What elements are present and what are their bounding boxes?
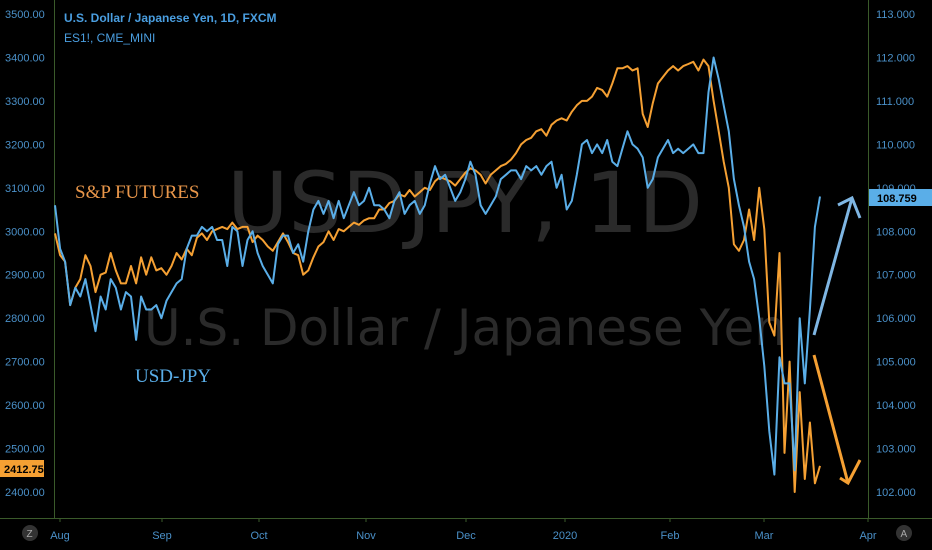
x-tick-label-6: Feb <box>661 530 680 542</box>
right-tick-label-9: 104.000 <box>876 400 916 412</box>
z-icon: Z <box>27 529 33 540</box>
watermark-symbol: USDJPY, 1D <box>227 154 703 252</box>
x-tick-label-5: 2020 <box>553 530 577 542</box>
left-tick-label-2: 3300.00 <box>5 96 45 108</box>
watermark-name: U.S. Dollar / Japanese Yen <box>144 299 786 357</box>
left-tick-label-10: 2500.00 <box>5 444 45 456</box>
right-tick-label-11: 102.000 <box>876 487 916 499</box>
x-tick-label-3: Nov <box>356 530 376 542</box>
left-tick-label-9: 2600.00 <box>5 400 45 412</box>
series-line-usd-jpy[interactable] <box>54 56 821 476</box>
sp-futures-annotation: S&P FUTURES <box>75 182 199 203</box>
series-layer <box>54 56 821 493</box>
right-tick-label-2: 111.000 <box>876 96 914 108</box>
x-tick-label-7: Mar <box>755 530 774 542</box>
left-tick-label-8: 2700.00 <box>5 357 45 369</box>
sp-last-value-badge: 2412.75 <box>0 460 44 477</box>
right-tick-label-5: 108.000 <box>876 226 916 238</box>
series-line-sp-futures[interactable] <box>54 58 821 493</box>
right-tick-label-0: 113.000 <box>876 9 915 21</box>
auto-scale-button[interactable]: A <box>896 525 912 541</box>
compare-symbol-label[interactable]: ES1!, CME_MINI <box>64 31 155 45</box>
down-trend-arrow <box>812 354 862 486</box>
right-axis-ticks[interactable]: 113.000112.000111.000110.000109.000108.0… <box>876 9 916 499</box>
x-tick-label-4: Dec <box>456 530 476 542</box>
left-tick-label-11: 2400.00 <box>5 487 45 499</box>
right-tick-label-7: 106.000 <box>876 313 916 325</box>
sp-last-value: 2412.75 <box>4 464 44 476</box>
left-zoom-button[interactable]: Z <box>22 525 38 541</box>
x-tick-label-8: Apr <box>859 530 876 542</box>
usd-last-value-badge: 108.759 <box>869 189 932 206</box>
left-tick-label-0: 3500.00 <box>5 9 45 21</box>
x-tick-label-1: Sep <box>152 530 172 542</box>
right-tick-label-3: 110.000 <box>876 139 915 151</box>
up-trend-arrow <box>812 195 862 336</box>
left-tick-label-7: 2800.00 <box>5 313 45 325</box>
time-axis-ticks[interactable]: Aug Sep Oct Nov Dec 2020 Feb Mar Apr <box>50 518 877 542</box>
symbol-title[interactable]: U.S. Dollar / Japanese Yen, 1D, FXCM <box>64 11 277 25</box>
usd-last-value: 108.759 <box>877 193 917 205</box>
x-tick-label-2: Oct <box>250 530 267 542</box>
left-tick-label-6: 2900.00 <box>5 270 45 282</box>
right-tick-label-1: 112.000 <box>876 52 915 64</box>
left-tick-label-4: 3100.00 <box>5 183 45 195</box>
right-tick-label-10: 103.000 <box>876 444 916 456</box>
x-tick-label-0: Aug <box>50 530 70 542</box>
left-axis-ticks[interactable]: 3500.00 3400.00 3300.00 3200.00 3100.00 3000.… <box>5 9 45 499</box>
left-tick-label-5: 3000.00 <box>5 226 45 238</box>
right-tick-label-6: 107.000 <box>876 270 916 282</box>
left-tick-label-3: 3200.00 <box>5 139 45 151</box>
left-tick-label-1: 3400.00 <box>5 52 45 64</box>
usd-jpy-annotation: USD-JPY <box>135 366 211 387</box>
right-tick-label-8: 105.000 <box>876 357 916 369</box>
a-icon: A <box>901 529 908 540</box>
